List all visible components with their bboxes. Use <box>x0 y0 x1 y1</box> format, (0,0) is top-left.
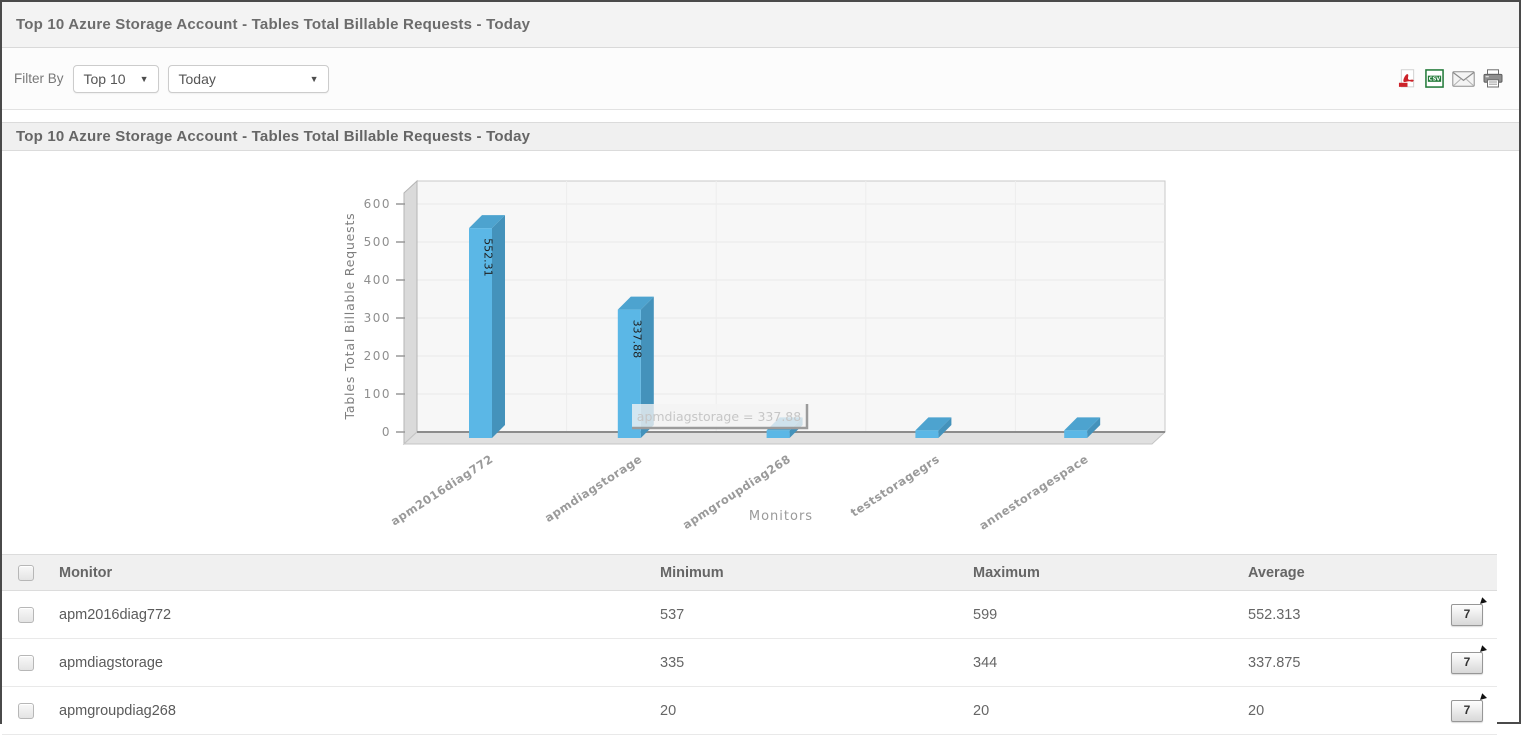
print-button[interactable] <box>1483 69 1503 88</box>
plot-area <box>416 180 1166 433</box>
svg-text:CSV: CSV <box>1429 77 1441 83</box>
arrow-flag-icon <box>1480 644 1488 654</box>
bar-top-face <box>469 215 505 229</box>
monitor-name-cell: apm2016diag772 <box>59 606 172 623</box>
maximum-cell: 344 <box>973 654 998 671</box>
filter-by-label: Filter By <box>14 71 64 86</box>
bar-value-label: 552.31 <box>482 238 495 277</box>
y-tick-label: 100 <box>364 387 391 401</box>
bar[interactable] <box>766 430 790 438</box>
table-body: apm2016diag772 537 599 552.313 7 apmdiagstora… <box>2 591 1497 735</box>
y-tick-label: 600 <box>364 197 391 211</box>
maximum-cell: 20 <box>973 702 990 719</box>
bar-value-label: 337.88 <box>630 320 643 359</box>
monitor-name-cell: apmdiagstorage <box>59 654 163 671</box>
maximum-cell: 599 <box>973 606 998 623</box>
pdf-icon <box>1398 69 1415 88</box>
y-tick-label: 200 <box>364 349 391 363</box>
bar[interactable] <box>915 430 939 438</box>
chart-body: 0 100 200 300 400 500 600 Tables Total Billable… <box>2 151 1519 539</box>
bar-top-face <box>1064 417 1101 431</box>
chevron-down-icon: ▼ <box>139 73 149 84</box>
y-tick-label: 500 <box>364 235 391 249</box>
page-title-bar: Top 10 Azure Storage Account - Tables To… <box>2 2 1519 48</box>
minimum-cell: 335 <box>660 654 685 671</box>
row-checkbox[interactable] <box>18 702 34 719</box>
select-all-checkbox[interactable] <box>18 564 34 581</box>
filter-bar: Filter By Top 10 ▼ Today ▼ CSV <box>2 48 1519 110</box>
top-n-selected-value: Top 10 <box>83 70 126 87</box>
export-csv-button[interactable]: CSV <box>1425 69 1444 88</box>
bar[interactable] <box>469 228 492 438</box>
bar-side-face <box>1087 417 1101 438</box>
table-header-row: Monitor Minimum Maximum Average <box>2 554 1497 591</box>
column-header-monitor: Monitor <box>59 564 113 581</box>
y-axis-title: Tables Total Billable Requests <box>342 213 357 421</box>
export-toolbar: CSV <box>1398 69 1503 88</box>
average-cell: 20 <box>1248 702 1265 719</box>
row-checkbox[interactable] <box>18 654 34 671</box>
minimum-cell: 537 <box>660 606 685 623</box>
period-select[interactable]: Today ▼ <box>167 64 329 93</box>
arrow-flag-icon <box>1480 596 1488 606</box>
chart-left-wall <box>403 179 418 446</box>
column-header-average: Average <box>1248 564 1305 581</box>
email-report-button[interactable] <box>1452 70 1475 87</box>
bar-top-face <box>617 296 654 310</box>
tooltip-shadow-edge <box>632 404 809 430</box>
x-tick-label: teststoragegrs <box>848 452 942 520</box>
monitors-table: Monitor Minimum Maximum Average apm2016d… <box>2 554 1497 735</box>
tooltip-text: apmdiagstorage = 337.88 <box>637 409 801 424</box>
x-axis-title: Monitors <box>749 509 813 524</box>
average-cell: 552.313 <box>1248 606 1301 623</box>
arrow-flag-icon <box>1480 692 1488 702</box>
chart-panel: Top 10 Azure Storage Account - Tables To… <box>2 122 1519 539</box>
chart-panel-header: Top 10 Azure Storage Account - Tables To… <box>2 122 1519 151</box>
table-row: apmgroupdiag268 20 20 20 7 <box>2 687 1497 735</box>
billable-requests-bar-chart: 0 100 200 300 400 500 600 Tables Total Billable… <box>342 179 1167 533</box>
average-cell: 337.875 <box>1248 654 1301 671</box>
printer-icon <box>1483 69 1503 88</box>
y-tick-label: 0 <box>382 425 391 439</box>
chevron-down-icon: ▼ <box>309 73 319 84</box>
tooltip-box <box>632 404 807 428</box>
x-tick-label: annestoragespace <box>977 452 1091 533</box>
y-tick-label: 300 <box>364 311 391 325</box>
table-row: apmdiagstorage 335 344 337.875 7 <box>2 639 1497 687</box>
export-pdf-button[interactable] <box>1398 69 1417 88</box>
last-7-report-button[interactable]: 7 <box>1451 596 1488 626</box>
column-header-maximum: Maximum <box>973 564 1040 581</box>
mail-icon <box>1452 70 1475 87</box>
bar-top-face <box>915 417 952 431</box>
column-header-minimum: Minimum <box>660 564 724 581</box>
bar-side-face <box>492 215 505 438</box>
top-n-select[interactable]: Top 10 ▼ <box>72 64 159 93</box>
csv-icon: CSV <box>1425 69 1444 88</box>
chart-panel-title: Top 10 Azure Storage Account - Tables To… <box>16 128 531 145</box>
x-tick-label: apmdiagstorage <box>542 452 644 525</box>
period-selected-value: Today <box>178 70 216 87</box>
minimum-cell: 20 <box>660 702 677 719</box>
table-row: apm2016diag772 537 599 552.313 7 <box>2 591 1497 639</box>
spacer <box>2 539 1519 554</box>
bar-side-face <box>938 417 952 438</box>
y-tick-label: 400 <box>364 273 391 287</box>
page-title: Top 10 Azure Storage Account - Tables To… <box>16 16 531 33</box>
monitor-name-cell: apmgroupdiag268 <box>59 702 176 719</box>
bar[interactable] <box>1064 430 1088 438</box>
row-checkbox[interactable] <box>18 606 34 623</box>
x-tick-label: apm2016diag772 <box>388 452 496 529</box>
spacer <box>2 110 1519 122</box>
bar-side-face <box>640 296 654 438</box>
last-7-report-button[interactable]: 7 <box>1451 644 1488 674</box>
last-7-report-button[interactable]: 7 <box>1451 692 1488 722</box>
